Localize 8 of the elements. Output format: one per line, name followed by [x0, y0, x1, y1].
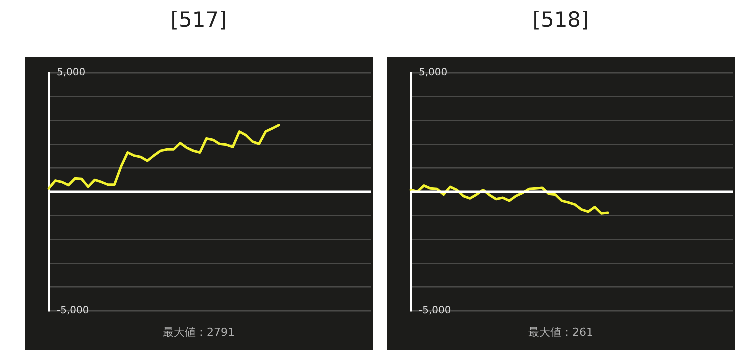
y-tick-label: -5,000 — [419, 306, 452, 317]
text: 最大値：2791 — [162, 325, 236, 340]
chart-title: [517] — [170, 8, 228, 32]
y-tick-label: 5,000 — [57, 68, 86, 79]
chart-title: [518] — [532, 8, 590, 32]
y-tick-label: -5,000 — [57, 306, 90, 317]
y-tick-label: 5,000 — [419, 68, 448, 79]
text: 最大値：261 — [528, 325, 594, 340]
